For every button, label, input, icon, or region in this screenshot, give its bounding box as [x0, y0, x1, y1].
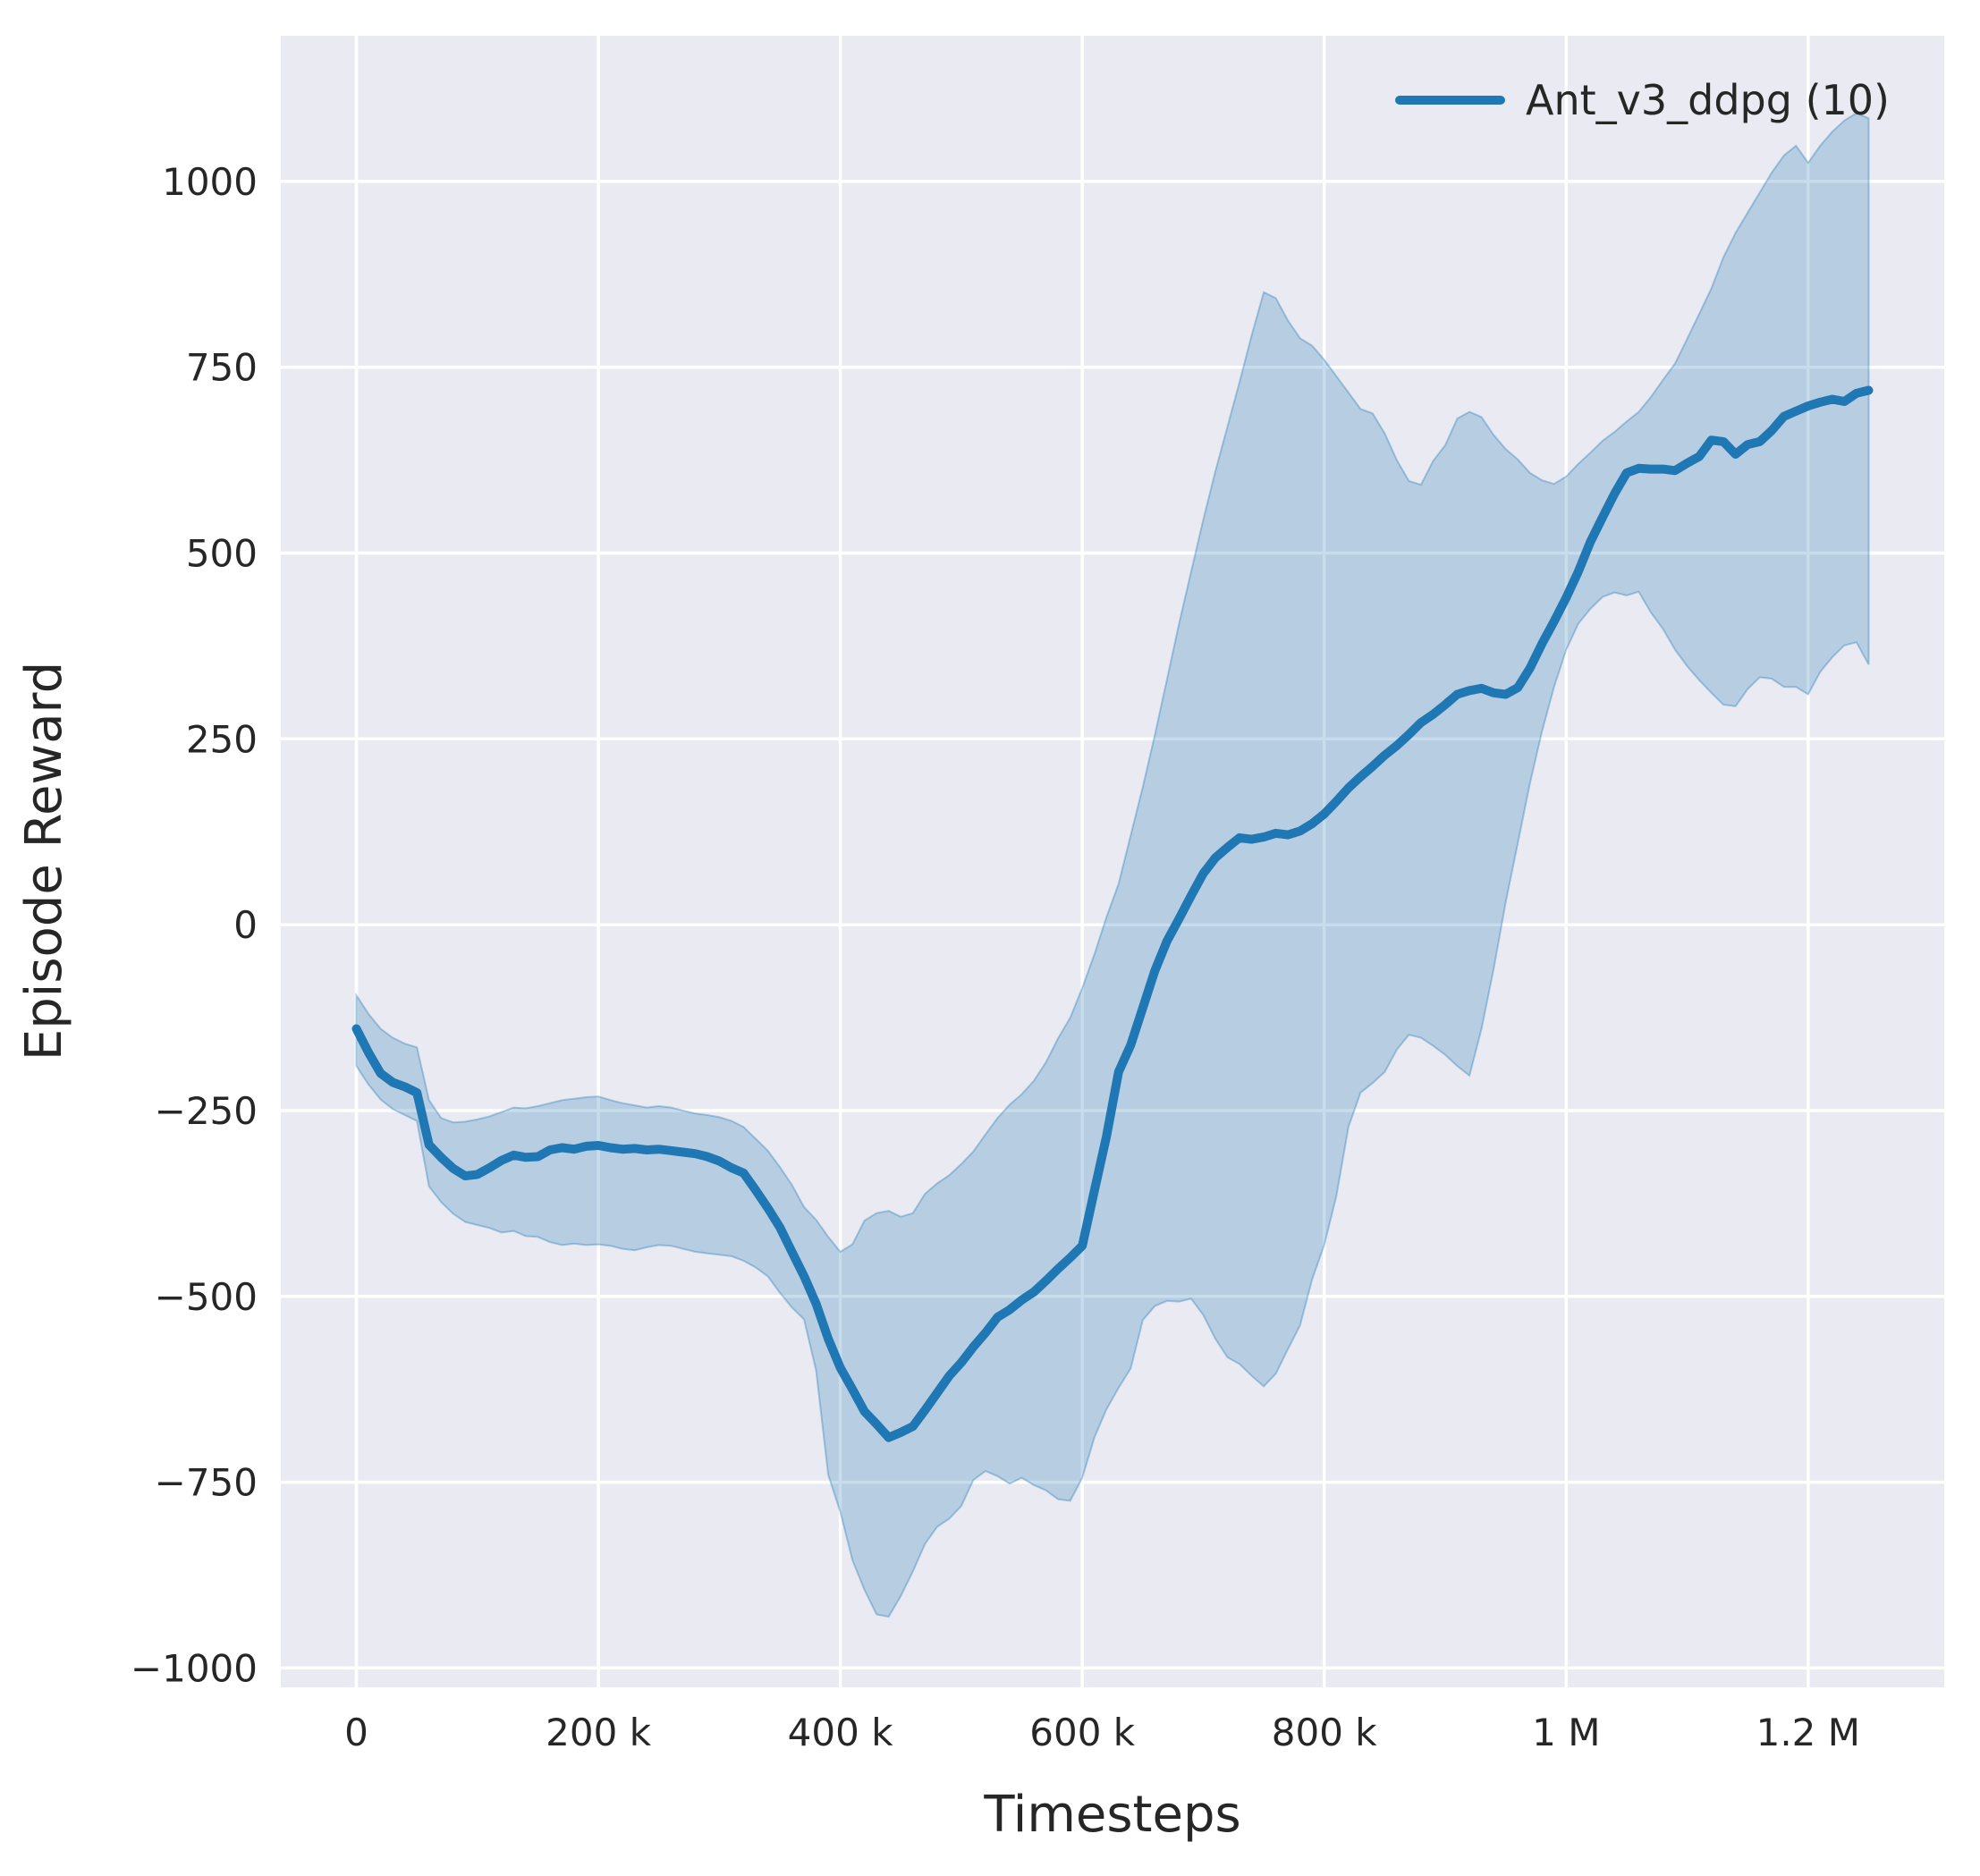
y-tick-label: −500 [155, 1275, 258, 1319]
y-tick-labels: 1000 750 500 250 0 −250 −500 −750 −1000 [131, 160, 258, 1691]
x-tick-label: 1.2 M [1756, 1711, 1860, 1754]
x-axis-label: Timesteps [983, 1786, 1240, 1844]
x-tick-label: 200 k [546, 1711, 652, 1754]
plot-area [281, 36, 1944, 1687]
x-tick-label: 0 [344, 1711, 368, 1754]
y-tick-label: −1000 [131, 1646, 258, 1690]
legend-label: Ant_v3_ddpg (10) [1526, 76, 1890, 124]
y-tick-label: 500 [186, 532, 258, 576]
y-tick-label: 1000 [162, 160, 258, 204]
x-tick-label: 400 k [788, 1711, 894, 1754]
y-tick-label: −250 [155, 1089, 258, 1133]
x-tick-label: 800 k [1272, 1711, 1378, 1754]
y-tick-label: 0 [233, 903, 258, 947]
confidence-band [355, 112, 1870, 1618]
legend: Ant_v3_ddpg (10) [1395, 76, 1890, 124]
y-tick-label: 250 [186, 717, 258, 761]
y-tick-label: 750 [186, 346, 258, 390]
x-tick-label: 1 M [1532, 1711, 1600, 1754]
y-tick-label: −750 [155, 1461, 258, 1505]
x-tick-labels: 0 200 k 400 k 600 k 800 k 1 M 1.2 M [344, 1711, 1860, 1754]
y-axis-label: Episode Reward [15, 662, 73, 1061]
x-tick-label: 600 k [1029, 1711, 1136, 1754]
mean-line [351, 385, 1874, 1442]
